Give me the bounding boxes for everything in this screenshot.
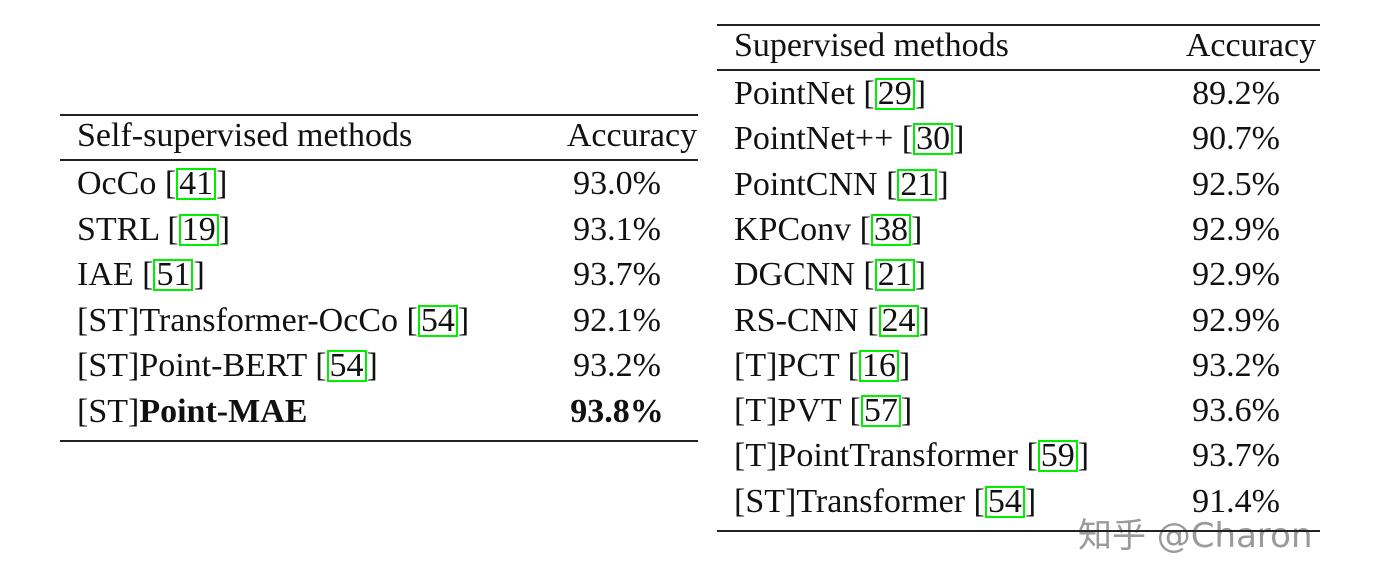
accuracy: 93.7% bbox=[573, 256, 661, 293]
accuracy: 92.9% bbox=[1192, 301, 1280, 339]
citation: 41 bbox=[176, 167, 217, 201]
header-cell: Supervised methods bbox=[734, 27, 1009, 64]
header-cell: Accuracy bbox=[1185, 27, 1317, 64]
method-cell: DGCNN [21] bbox=[734, 256, 927, 294]
method: [T]PVT bbox=[734, 392, 842, 430]
method-cell: PointNet [29] bbox=[734, 75, 927, 112]
method: RS-CNN bbox=[734, 301, 859, 339]
accuracy: 92.1% bbox=[573, 301, 661, 339]
accuracy: 93.2% bbox=[1192, 346, 1280, 384]
method-cell: [T]PCT [16] bbox=[734, 346, 911, 384]
accuracy: 92.5% bbox=[1192, 165, 1280, 203]
accuracy: 89.2% bbox=[1192, 75, 1280, 112]
method-cell: PointCNN [21] bbox=[734, 165, 949, 203]
method-cell: [T]PVT [57] bbox=[734, 392, 913, 430]
method: DGCNN bbox=[734, 256, 855, 294]
top-rule bbox=[60, 114, 698, 116]
method-cell: [ST]Point-MAE bbox=[77, 392, 307, 432]
citation: 19 bbox=[178, 212, 219, 246]
accuracy: 92.9% bbox=[1192, 210, 1280, 248]
citation: 54 bbox=[984, 484, 1025, 518]
method-cell: [ST]Point-BERT [54] bbox=[77, 347, 378, 384]
method-cell: STRL [19] bbox=[77, 210, 231, 248]
header-cell: Accuracy bbox=[566, 117, 698, 154]
method-cell: [T]PointTransformer [59] bbox=[734, 437, 1090, 475]
method-bold: Point-MAE bbox=[139, 392, 308, 430]
accuracy: 92.9% bbox=[1192, 256, 1280, 294]
method: KPConv bbox=[734, 210, 852, 248]
citation: 38 bbox=[870, 212, 911, 246]
accuracy: 93.1% bbox=[573, 210, 661, 248]
method: PointNet++ bbox=[734, 120, 894, 158]
accuracy: 93.0% bbox=[573, 165, 661, 202]
method-cell: [ST]Transformer [54] bbox=[734, 482, 1037, 520]
accuracy: 93.2% bbox=[573, 347, 661, 384]
method: PointNet bbox=[734, 75, 855, 112]
method: [ST]Transformer bbox=[734, 482, 966, 520]
citation: 51 bbox=[153, 258, 194, 292]
method: STRL bbox=[77, 210, 159, 248]
method-cell: OcCo [41] bbox=[77, 165, 228, 202]
accuracy: 90.7% bbox=[1192, 120, 1280, 158]
method-cell: KPConv [38] bbox=[734, 210, 923, 248]
accuracy: 93.8% bbox=[570, 392, 664, 430]
method-cell: RS-CNN [24] bbox=[734, 301, 930, 339]
method: OcCo bbox=[77, 165, 157, 202]
bottom-rule bbox=[60, 440, 698, 442]
header-cell: Self-supervised methods bbox=[77, 117, 413, 154]
method: [T]PointTransformer bbox=[734, 437, 1018, 475]
bottom-rule bbox=[717, 530, 1320, 532]
method-cell: PointNet++ [30] bbox=[734, 120, 965, 158]
method: IAE bbox=[77, 256, 134, 293]
citation: 21 bbox=[897, 167, 938, 201]
citation: 59 bbox=[1037, 439, 1078, 473]
citation: 21 bbox=[874, 258, 915, 292]
watermark: 知乎 @Charon bbox=[1078, 516, 1313, 556]
method: [T]PCT bbox=[734, 346, 840, 384]
citation: 16 bbox=[858, 348, 899, 382]
citation: 57 bbox=[860, 394, 901, 428]
accuracy: 93.6% bbox=[1192, 392, 1280, 430]
method: [ST]Point-BERT bbox=[77, 347, 307, 384]
method: PointCNN bbox=[734, 165, 878, 203]
method-cell: [ST]Transformer-OcCo [54] bbox=[77, 301, 470, 339]
citation: 54 bbox=[417, 303, 458, 337]
accuracy: 91.4% bbox=[1192, 482, 1280, 520]
citation: 24 bbox=[878, 303, 919, 337]
method: [ST] bbox=[77, 392, 140, 430]
accuracy: 93.7% bbox=[1192, 437, 1280, 475]
top-rule bbox=[717, 24, 1320, 26]
header-rule bbox=[60, 159, 698, 161]
method: [ST]Transformer-OcCo bbox=[77, 301, 399, 339]
citation: 54 bbox=[326, 349, 367, 383]
method-cell: IAE [51] bbox=[77, 256, 205, 293]
citation: 30 bbox=[913, 122, 954, 156]
header-rule bbox=[717, 69, 1320, 71]
citation: 29 bbox=[874, 77, 915, 111]
